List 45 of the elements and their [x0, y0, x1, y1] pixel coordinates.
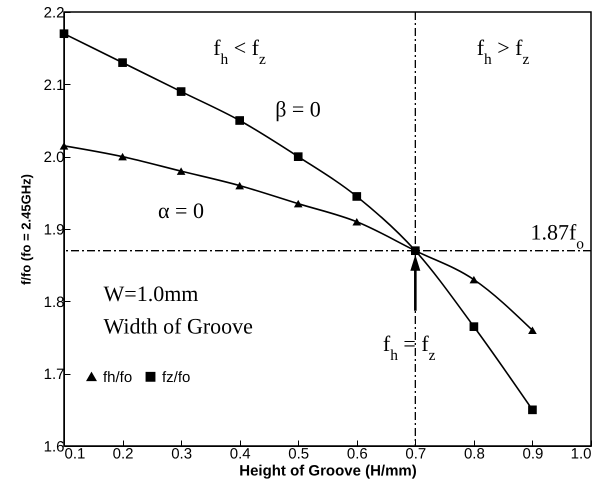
- legend-label: fz/fo: [162, 368, 190, 386]
- annotation: f$_{h}$ > f$_{z}$: [476, 35, 530, 68]
- point: [235, 116, 244, 125]
- annotation: Width of Groove: [104, 314, 253, 339]
- x-tick-label: 0.4: [230, 446, 251, 462]
- annotation: β = 0: [275, 96, 321, 122]
- x-tick-label: 0.3: [171, 446, 192, 462]
- x-tick-label: 0.8: [464, 446, 485, 462]
- point: [235, 182, 244, 190]
- x-tick-label: 0.7: [405, 446, 426, 462]
- y-tick-label: 1.7: [44, 366, 64, 384]
- x-tick-label: 0.6: [346, 446, 368, 462]
- point: [352, 192, 362, 201]
- point: [352, 218, 362, 226]
- point: [118, 58, 127, 67]
- point: [528, 326, 537, 334]
- point: [60, 29, 68, 38]
- x-tick-label: 0.2: [112, 446, 134, 462]
- point: [118, 152, 127, 160]
- y-tick-label: 2.1: [44, 76, 64, 94]
- annotation: W=1.0mm: [104, 281, 198, 306]
- y-axis-title: f/fo (fo = 2.45GHz): [18, 174, 34, 285]
- x-tick-label: 0.5: [288, 446, 310, 462]
- point: [176, 167, 186, 175]
- point: [294, 152, 303, 161]
- ref-line-label: 1.87f$_{o}$: [530, 220, 584, 252]
- x-axis-title: Height of Groove (H/mm): [239, 462, 417, 480]
- point: [60, 142, 68, 150]
- y-tick-label: 1.8: [44, 294, 64, 311]
- point: [176, 87, 186, 96]
- x-tick-label: 1.0: [570, 446, 592, 462]
- x-tick-label: 0.1: [64, 446, 86, 462]
- y-tick-label: 2.0: [44, 149, 64, 166]
- y-tick-label: 1.6: [44, 438, 64, 456]
- point: [470, 322, 478, 331]
- point: [528, 406, 537, 414]
- point: [294, 200, 303, 208]
- legend-label: fh/fo: [103, 368, 132, 386]
- point: [470, 276, 478, 284]
- x-tick-label: 0.9: [522, 446, 544, 462]
- annotation: α = 0: [158, 198, 204, 223]
- annotation: f$_{h}$ = f$_{z}$: [382, 331, 436, 364]
- y-tick-label: 1.9: [44, 222, 64, 238]
- y-tick-label: 2.2: [44, 4, 64, 22]
- annotation: f$_{h}$ < f$_{z}$: [213, 35, 266, 68]
